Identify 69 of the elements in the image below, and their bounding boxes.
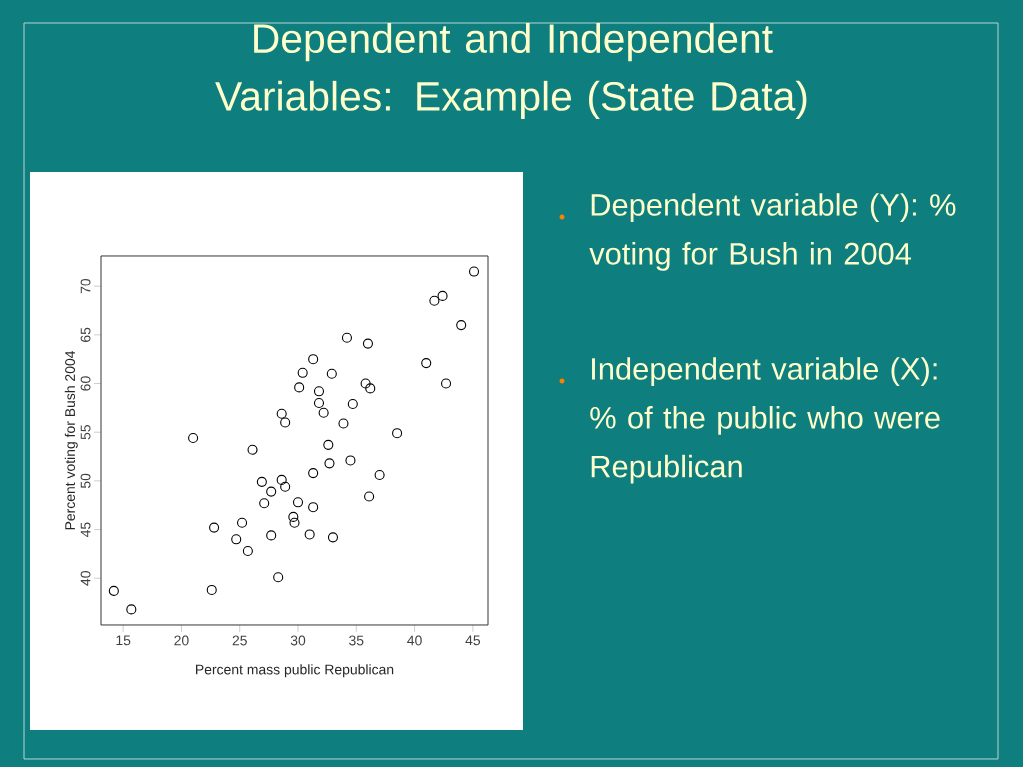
point [308,354,319,365]
point [292,497,304,508]
point [266,486,277,497]
point [188,433,199,444]
y-tick-label: 40 [80,571,91,586]
x-tick-label: 25 [232,635,247,646]
point [456,320,467,331]
y-tick-label: 50 [80,473,91,489]
point [362,338,373,349]
point [313,386,325,397]
point [341,332,353,343]
point [259,498,270,509]
point [308,502,319,513]
point [338,418,349,429]
point [256,476,267,487]
point [326,368,337,379]
point [437,290,448,301]
x-tick-label: 30 [290,635,306,646]
y-tick-label: 45 [80,522,91,538]
point [276,408,287,419]
point [288,511,299,522]
point [231,534,242,545]
point [280,481,291,492]
point [392,428,403,439]
x-tick-label: 15 [116,635,131,646]
point [318,407,329,418]
text: Dependent variable (Y): % voting for Bush in 2004 [589,193,956,271]
point [276,474,287,485]
point [289,517,300,528]
x-tick-label: 40 [407,635,422,646]
point [327,532,339,543]
chart-title: Dependent and Independent Variables: Example (State Data) [215,23,807,119]
y-tick-label: 60 [80,376,91,391]
point [323,439,334,450]
point [297,367,308,378]
point [273,572,284,583]
point [421,358,432,369]
point [242,545,253,557]
point [347,398,358,410]
point [308,468,319,479]
point [237,517,248,528]
y-tick-label: 70 [80,278,91,294]
point [468,266,480,277]
point [294,382,305,393]
text: Independent variable (X): % of the public who were Republican [590,357,940,484]
point [108,585,119,596]
x-tick-label: 45 [465,635,481,646]
point [429,295,440,306]
point [209,522,220,533]
y-axis-title: Percent voting for Bush 2004 [64,350,78,530]
x-tick-label: 20 [174,635,189,646]
y-tick-label: 55 [80,425,91,440]
point [266,530,277,541]
y-tick-label: 65 [80,327,91,342]
point [365,383,376,394]
point [345,455,356,466]
x-axis-title: Percent mass public Republican [196,664,394,678]
point [324,458,335,469]
point [304,529,315,540]
point [313,397,325,409]
point [440,378,452,389]
point [360,378,371,389]
point [206,584,217,595]
point [374,470,385,481]
point [280,417,291,428]
x-tick-label: 35 [349,635,364,646]
point [126,604,137,615]
point [364,491,375,502]
point [247,444,258,455]
